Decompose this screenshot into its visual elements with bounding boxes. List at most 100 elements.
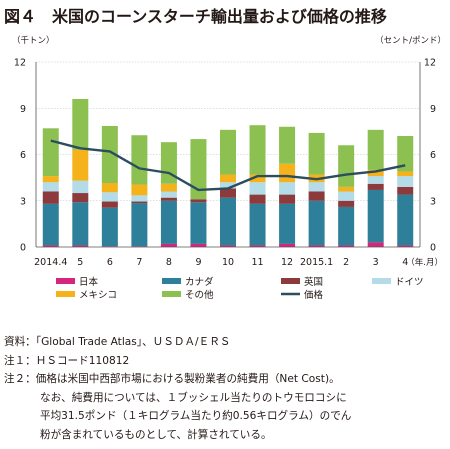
bar-segment <box>397 176 414 187</box>
x-unit-label: （年.月） <box>406 257 443 268</box>
bar-segment <box>367 189 384 243</box>
bar-segment <box>397 245 414 247</box>
notes: 資料：「Global Trade Atlas」、ＵＳＤＡ/ＥＲＳ 注１：ＨＳコー… <box>4 333 446 444</box>
bar-segment <box>397 136 414 172</box>
axes: 0 3 6 9 12 0 3 6 9 12 （千トン） （セント/ポンド） 2014.4 5 6 7 8 9 10 1… <box>12 35 446 268</box>
bar-segment <box>190 243 207 247</box>
bar-segment <box>72 149 89 181</box>
bar-segment <box>72 180 89 194</box>
x-tick-label: 2 <box>343 257 349 268</box>
bar-segment <box>397 186 414 195</box>
source-note: 資料：「Global Trade Atlas」、ＵＳＤＡ/ＥＲＳ <box>4 336 231 348</box>
bar-segment <box>131 195 148 202</box>
note-2-cont-2: 平均31.5ポンド（１キログラム当たり約0.56キログラム）のでん <box>40 410 352 422</box>
y-tick-right: 3 <box>430 196 436 207</box>
bar-segment <box>42 203 59 246</box>
bar-segment <box>308 132 325 175</box>
bars <box>42 99 414 247</box>
bar-segment <box>220 197 236 246</box>
x-tick-label: 9 <box>195 257 201 268</box>
bar-segment <box>42 191 59 204</box>
bar-segment <box>131 203 148 247</box>
legend-swatch <box>56 291 75 297</box>
bar-segment <box>160 191 177 198</box>
x-tick-label: 12 <box>281 257 293 268</box>
bar-segment <box>367 183 384 190</box>
bar-segment <box>101 125 118 184</box>
bar-segment <box>101 201 118 208</box>
legend-label: メキシコ <box>79 290 117 301</box>
bar-segment <box>279 163 296 183</box>
bar-segment <box>101 207 118 247</box>
legend-swatch <box>281 278 300 284</box>
y-tick-left: 0 <box>20 243 26 254</box>
y-tick-right: 9 <box>430 104 436 115</box>
bar-segment <box>249 203 266 246</box>
bar-segment <box>338 206 355 246</box>
bar-segment <box>249 182 266 195</box>
x-tick-label: 8 <box>166 257 172 268</box>
bar-segment <box>249 125 266 175</box>
bar-segment <box>220 188 236 198</box>
x-tick-label: 4 <box>402 257 408 268</box>
legend-label: その他 <box>185 289 214 301</box>
x-tick-label: 6 <box>107 257 113 268</box>
legend-swatch <box>162 291 181 297</box>
x-tick-label: 2015.1 <box>300 257 333 268</box>
note-2: 注２：価格は米国中西部市場における製粉業者の純費用（Net Cost)。 <box>4 373 340 385</box>
bar-segment <box>367 169 384 177</box>
bar-segment <box>101 192 118 202</box>
bar-segment <box>220 174 236 183</box>
bar-segment <box>160 200 177 244</box>
note-1: 注１：ＨＳコード110812 <box>4 354 130 367</box>
bar-segment <box>160 197 177 201</box>
legend-label: カナダ <box>185 276 214 288</box>
x-tick-label: 2014.4 <box>34 257 67 268</box>
bar-segment <box>131 184 148 196</box>
bar-segment <box>72 245 89 247</box>
x-tick-label: 3 <box>373 257 379 268</box>
bar-segment <box>190 199 207 203</box>
note-2-cont-1: なお、純費用については、１ブッシェル当たりのトウモロコシに <box>40 391 347 404</box>
y-tick-right: 6 <box>430 150 436 161</box>
y-tick-left: 6 <box>20 150 26 161</box>
bar-segment <box>249 245 266 247</box>
bar-segment <box>338 186 355 192</box>
x-tick-label: 10 <box>222 257 234 268</box>
y-tick-left: 12 <box>14 58 26 69</box>
price-polyline <box>50 139 406 192</box>
bar-segment <box>338 200 355 207</box>
bar-segment <box>131 201 148 204</box>
bar-segment <box>190 139 207 200</box>
left-unit-label: （千トン） <box>12 35 55 46</box>
bar-segment <box>249 194 266 204</box>
legend-label: ドイツ <box>395 277 424 288</box>
bar-segment <box>249 174 266 183</box>
bar-segment <box>338 145 355 187</box>
x-tick-label: 7 <box>136 257 142 268</box>
bar-segment <box>279 203 296 244</box>
bar-segment <box>308 182 325 192</box>
chart-title: 図４ 米国のコーンスターチ輸出量および価格の推移 <box>4 7 387 26</box>
bar-segment <box>72 99 89 150</box>
legend-label: 価格 <box>304 289 324 301</box>
bar-segment <box>338 245 355 247</box>
note-2-cont-3: 粉が含まれているものとして、計算されている。 <box>40 428 272 441</box>
bar-segment <box>308 191 325 201</box>
legend-swatch <box>372 278 391 284</box>
legend-swatch <box>162 278 181 284</box>
bar-segment <box>308 245 325 247</box>
bar-segment <box>279 194 296 204</box>
bar-segment <box>279 126 296 164</box>
right-unit-label: （セント/ポンド） <box>375 35 446 46</box>
bar-segment <box>220 182 236 189</box>
y-tick-right: 12 <box>424 58 436 69</box>
bar-segment <box>308 200 325 246</box>
legend-label: 日本 <box>79 276 99 288</box>
bar-segment <box>72 193 89 203</box>
bar-segment <box>101 183 118 193</box>
bar-segment <box>367 129 384 170</box>
bar-segment <box>42 128 59 177</box>
bar-segment <box>220 245 236 247</box>
